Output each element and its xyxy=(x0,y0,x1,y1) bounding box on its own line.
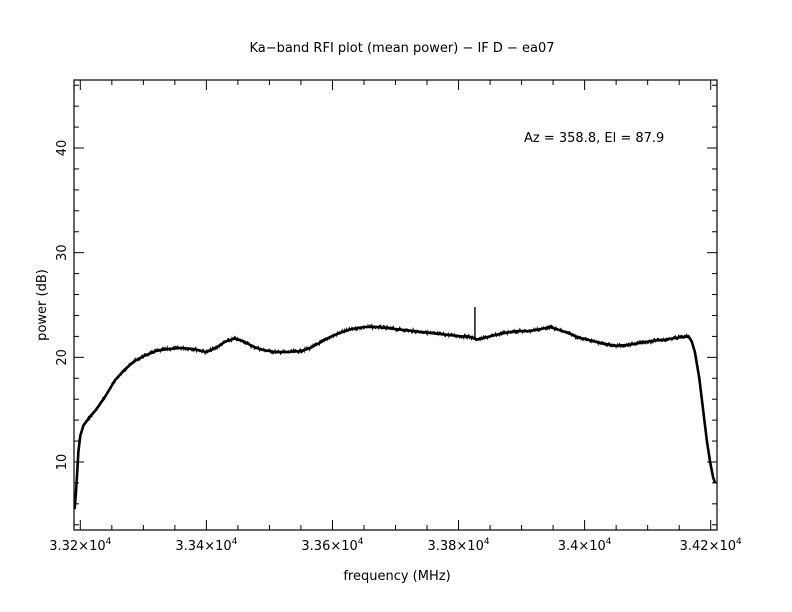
x-tick-mantissa: 3.32×10 xyxy=(49,539,105,554)
x-tick-label: 3.38×104 xyxy=(427,537,489,554)
x-tick-label: 3.42×104 xyxy=(680,537,742,554)
az-el-annotation: Az = 358.8, El = 87.9 xyxy=(524,131,664,146)
x-tick-label: 3.36×104 xyxy=(301,537,363,554)
x-tick-mantissa: 3.34×10 xyxy=(175,539,231,554)
x-tick-mantissa: 3.38×10 xyxy=(427,539,483,554)
y-axis-label: power (dB) xyxy=(35,269,50,341)
x-tick-labels: 3.32×104 3.34×104 3.36×104 3.38×104 3.4×104 3… xyxy=(49,537,742,554)
y-tick-label: 20 xyxy=(55,349,70,366)
power-trace-noise xyxy=(74,323,715,510)
x-axis-label: frequency (MHz) xyxy=(343,569,450,584)
x-tick-mantissa: 3.36×10 xyxy=(301,539,357,554)
x-tick-exponent: 4 xyxy=(484,537,490,547)
x-tick-label: 3.4×104 xyxy=(558,537,612,554)
x-tick-exponent: 4 xyxy=(606,537,612,547)
plot-area xyxy=(73,307,717,510)
x-tick-exponent: 4 xyxy=(232,537,238,547)
x-tick-exponent: 4 xyxy=(358,537,364,547)
y-tick-label: 30 xyxy=(55,244,70,261)
x-tick-mantissa: 3.42×10 xyxy=(680,539,736,554)
y-tick-label: 40 xyxy=(55,140,70,157)
axis-ticks xyxy=(74,80,717,530)
x-tick-label: 3.34×104 xyxy=(175,537,237,554)
x-tick-exponent: 4 xyxy=(106,537,112,547)
power-trace xyxy=(73,325,717,510)
y-tick-labels: 10 20 30 40 xyxy=(55,140,70,471)
x-tick-exponent: 4 xyxy=(736,537,742,547)
y-tick-label: 10 xyxy=(55,454,70,471)
x-tick-label: 3.32×104 xyxy=(49,537,111,554)
x-tick-mantissa: 3.4×10 xyxy=(558,539,606,554)
chart-title: Ka−band RFI plot (mean power) − IF D − e… xyxy=(249,41,554,56)
plot-frame xyxy=(73,79,718,531)
